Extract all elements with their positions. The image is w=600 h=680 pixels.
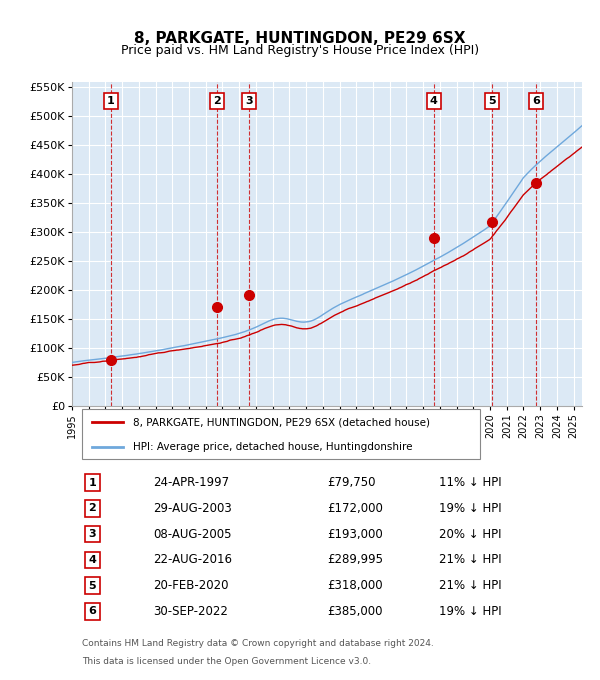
Text: 1: 1 bbox=[107, 96, 115, 106]
Text: £318,000: £318,000 bbox=[327, 579, 383, 592]
Text: 20% ↓ HPI: 20% ↓ HPI bbox=[439, 528, 502, 541]
FancyBboxPatch shape bbox=[82, 409, 480, 460]
Text: £193,000: £193,000 bbox=[327, 528, 383, 541]
Text: 1: 1 bbox=[89, 478, 96, 488]
Text: Price paid vs. HM Land Registry's House Price Index (HPI): Price paid vs. HM Land Registry's House … bbox=[121, 44, 479, 57]
Text: HPI: Average price, detached house, Huntingdonshire: HPI: Average price, detached house, Hunt… bbox=[133, 441, 413, 452]
Text: £79,750: £79,750 bbox=[327, 476, 376, 489]
Text: 24-APR-1997: 24-APR-1997 bbox=[154, 476, 230, 489]
Text: 11% ↓ HPI: 11% ↓ HPI bbox=[439, 476, 502, 489]
Text: 20-FEB-2020: 20-FEB-2020 bbox=[154, 579, 229, 592]
Text: 08-AUG-2005: 08-AUG-2005 bbox=[154, 528, 232, 541]
Text: 8, PARKGATE, HUNTINGDON, PE29 6SX (detached house): 8, PARKGATE, HUNTINGDON, PE29 6SX (detac… bbox=[133, 417, 430, 427]
Text: 2: 2 bbox=[213, 96, 221, 106]
Text: 6: 6 bbox=[532, 96, 540, 106]
Text: 30-SEP-2022: 30-SEP-2022 bbox=[154, 605, 229, 617]
Text: 2: 2 bbox=[89, 503, 96, 513]
Text: 19% ↓ HPI: 19% ↓ HPI bbox=[439, 502, 502, 515]
Text: £289,995: £289,995 bbox=[327, 554, 383, 566]
Text: Contains HM Land Registry data © Crown copyright and database right 2024.: Contains HM Land Registry data © Crown c… bbox=[82, 639, 434, 647]
Text: 5: 5 bbox=[89, 581, 96, 590]
Text: 3: 3 bbox=[89, 529, 96, 539]
Text: 8, PARKGATE, HUNTINGDON, PE29 6SX: 8, PARKGATE, HUNTINGDON, PE29 6SX bbox=[134, 31, 466, 46]
Text: £385,000: £385,000 bbox=[327, 605, 383, 617]
Text: This data is licensed under the Open Government Licence v3.0.: This data is licensed under the Open Gov… bbox=[82, 657, 371, 666]
Text: 21% ↓ HPI: 21% ↓ HPI bbox=[439, 579, 502, 592]
Text: £172,000: £172,000 bbox=[327, 502, 383, 515]
Text: 4: 4 bbox=[430, 96, 438, 106]
Text: 29-AUG-2003: 29-AUG-2003 bbox=[154, 502, 232, 515]
Text: 22-AUG-2016: 22-AUG-2016 bbox=[154, 554, 233, 566]
Text: 19% ↓ HPI: 19% ↓ HPI bbox=[439, 605, 502, 617]
Text: 6: 6 bbox=[88, 607, 97, 616]
Text: 4: 4 bbox=[88, 555, 97, 565]
Text: 5: 5 bbox=[488, 96, 496, 106]
Text: 21% ↓ HPI: 21% ↓ HPI bbox=[439, 554, 502, 566]
Text: 3: 3 bbox=[245, 96, 253, 106]
